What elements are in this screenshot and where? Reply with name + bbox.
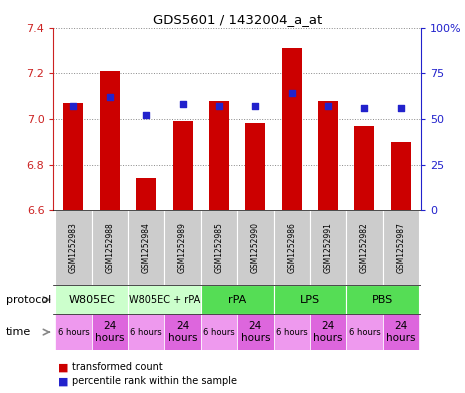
Bar xyxy=(383,314,419,350)
Text: W805EC + rPA: W805EC + rPA xyxy=(129,295,200,305)
Text: 24
hours: 24 hours xyxy=(95,321,125,343)
Point xyxy=(142,112,150,118)
Text: time: time xyxy=(6,327,31,337)
Bar xyxy=(55,314,92,350)
Bar xyxy=(92,210,128,285)
Text: 6 hours: 6 hours xyxy=(349,328,380,336)
Text: GSM1252991: GSM1252991 xyxy=(324,222,332,273)
Bar xyxy=(201,210,237,285)
Point xyxy=(325,103,332,109)
Bar xyxy=(55,210,92,285)
Text: transformed count: transformed count xyxy=(72,362,163,373)
Bar xyxy=(165,210,201,285)
Text: 24
hours: 24 hours xyxy=(240,321,270,343)
Text: 6 hours: 6 hours xyxy=(203,328,235,336)
Text: 6 hours: 6 hours xyxy=(276,328,307,336)
Bar xyxy=(128,314,165,350)
Bar xyxy=(173,121,193,210)
Bar xyxy=(310,210,346,285)
Text: PBS: PBS xyxy=(372,295,393,305)
Bar xyxy=(165,314,201,350)
Text: 24
hours: 24 hours xyxy=(313,321,343,343)
Bar xyxy=(318,101,338,210)
Text: ■: ■ xyxy=(58,376,69,386)
Bar xyxy=(128,285,201,314)
Text: GSM1252986: GSM1252986 xyxy=(287,222,296,273)
Point xyxy=(179,101,186,107)
Text: percentile rank within the sample: percentile rank within the sample xyxy=(72,376,237,386)
Text: 24
hours: 24 hours xyxy=(386,321,416,343)
Text: GSM1252989: GSM1252989 xyxy=(178,222,187,273)
Text: GSM1252985: GSM1252985 xyxy=(214,222,224,273)
Bar xyxy=(273,210,310,285)
Bar xyxy=(273,285,346,314)
Point xyxy=(70,103,77,109)
Bar xyxy=(383,210,419,285)
Bar xyxy=(55,285,128,314)
Bar xyxy=(246,123,266,210)
Point xyxy=(361,105,368,111)
Point xyxy=(215,103,223,109)
Point xyxy=(397,105,405,111)
Bar xyxy=(346,314,383,350)
Bar xyxy=(209,101,229,210)
Text: 6 hours: 6 hours xyxy=(58,328,89,336)
Text: rPA: rPA xyxy=(228,295,246,305)
Bar xyxy=(237,210,273,285)
Point xyxy=(288,90,295,96)
Bar xyxy=(237,314,273,350)
Point xyxy=(106,94,113,100)
Bar xyxy=(64,103,84,210)
Bar xyxy=(346,210,383,285)
Point xyxy=(252,103,259,109)
Text: protocol: protocol xyxy=(6,295,51,305)
Bar xyxy=(201,285,273,314)
Text: GSM1252988: GSM1252988 xyxy=(106,222,114,273)
Bar xyxy=(354,126,374,210)
Text: GSM1252983: GSM1252983 xyxy=(69,222,78,273)
Text: 6 hours: 6 hours xyxy=(130,328,162,336)
Text: W805EC: W805EC xyxy=(68,295,115,305)
Bar xyxy=(391,142,411,210)
Text: ■: ■ xyxy=(58,362,69,373)
Bar xyxy=(310,314,346,350)
Text: GSM1252984: GSM1252984 xyxy=(142,222,151,273)
Text: GSM1252987: GSM1252987 xyxy=(396,222,405,273)
Bar xyxy=(346,285,419,314)
Bar xyxy=(136,178,156,210)
Text: LPS: LPS xyxy=(300,295,320,305)
Bar xyxy=(273,314,310,350)
Bar xyxy=(201,314,237,350)
Text: 24
hours: 24 hours xyxy=(168,321,197,343)
Bar xyxy=(92,314,128,350)
Text: GSM1252982: GSM1252982 xyxy=(360,222,369,273)
Bar xyxy=(282,48,302,210)
Bar xyxy=(128,210,165,285)
Title: GDS5601 / 1432004_a_at: GDS5601 / 1432004_a_at xyxy=(153,13,322,26)
Text: GSM1252990: GSM1252990 xyxy=(251,222,260,273)
Bar xyxy=(100,71,120,210)
